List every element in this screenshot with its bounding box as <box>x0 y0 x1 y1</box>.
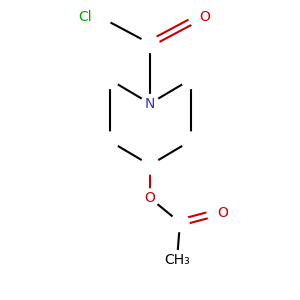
Text: CH₃: CH₃ <box>164 253 190 266</box>
Circle shape <box>171 214 189 232</box>
Circle shape <box>189 9 207 27</box>
Circle shape <box>168 250 186 268</box>
Text: O: O <box>200 10 210 24</box>
Circle shape <box>93 9 111 27</box>
Text: O: O <box>145 191 155 205</box>
Circle shape <box>141 94 159 112</box>
Circle shape <box>141 156 159 174</box>
Circle shape <box>207 204 225 222</box>
Text: Cl: Cl <box>78 10 92 24</box>
Circle shape <box>141 189 159 207</box>
Circle shape <box>100 70 118 88</box>
Circle shape <box>141 34 159 52</box>
Text: O: O <box>218 206 228 220</box>
Circle shape <box>182 70 200 88</box>
Text: N: N <box>145 97 155 110</box>
Circle shape <box>182 132 200 150</box>
Circle shape <box>100 132 118 150</box>
